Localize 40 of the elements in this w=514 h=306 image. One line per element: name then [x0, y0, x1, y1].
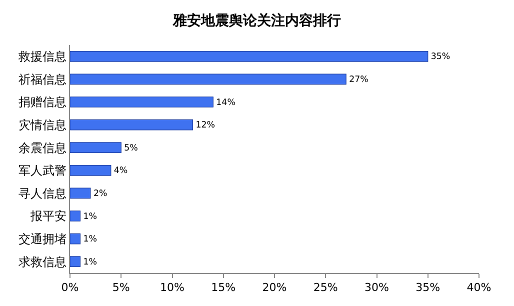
- y-tick-label: 灾情信息: [18, 118, 67, 132]
- y-tick-label: 报平安: [30, 209, 67, 224]
- x-tick-label: 10%: [160, 281, 184, 294]
- y-tick-label: 军人武警: [18, 164, 67, 178]
- data-label: 14%: [216, 98, 236, 108]
- data-label: 5%: [124, 143, 138, 154]
- x-tick-label: 5%: [112, 281, 130, 294]
- data-label: 12%: [196, 120, 215, 131]
- data-label: 1%: [83, 234, 97, 245]
- bar: [70, 142, 122, 154]
- data-label: 1%: [83, 257, 97, 268]
- x-tick-label: 0%: [61, 281, 79, 294]
- bar: [70, 233, 81, 244]
- bar: [70, 210, 81, 222]
- y-tick-label: 余震信息: [18, 140, 67, 155]
- bar: [70, 50, 428, 62]
- bar: [70, 164, 112, 176]
- y-tick-label: 救援信息: [18, 50, 67, 64]
- y-tick-label: 交通拥堵: [18, 232, 67, 246]
- data-label: 2%: [93, 188, 108, 199]
- y-tick-label: 寻人信息: [18, 186, 67, 200]
- x-tick-label: 25%: [313, 281, 338, 294]
- x-tick-label: 20%: [262, 281, 287, 294]
- data-label: 35%: [430, 52, 450, 62]
- y-tick-label: 捐赠信息: [18, 95, 67, 110]
- x-tick-label: 30%: [364, 281, 389, 294]
- bar: [70, 74, 346, 85]
- y-tick-label: 求救信息: [18, 254, 67, 269]
- x-tick-label: 40%: [466, 281, 492, 294]
- data-label: 27%: [349, 74, 368, 85]
- x-tick-label: 35%: [416, 281, 440, 294]
- y-tick-label: 祈福信息: [18, 72, 67, 86]
- bar: [70, 119, 193, 130]
- bar: [70, 188, 91, 199]
- bar: [70, 96, 214, 108]
- bar: [70, 256, 81, 268]
- data-label: 4%: [114, 166, 128, 176]
- chart-title: 雅安地震舆论关注内容排行: [172, 12, 341, 30]
- data-label: 1%: [83, 212, 97, 222]
- x-tick-label: 15%: [211, 281, 236, 294]
